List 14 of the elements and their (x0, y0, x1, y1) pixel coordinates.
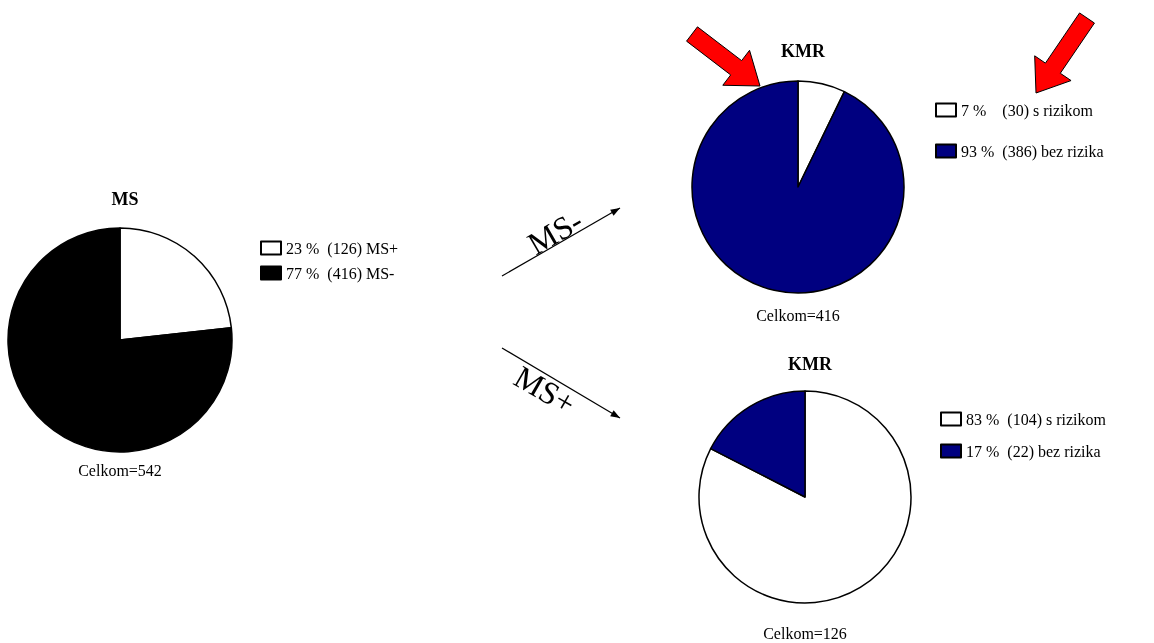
chart-title: KMR (788, 354, 833, 374)
legend-label: 93 % (386) bez rizika (961, 142, 1104, 161)
chart-title: MS (111, 189, 139, 209)
chart-title: KMR (781, 41, 826, 61)
text: Celkom=416 (756, 306, 840, 324)
text: MS+ (508, 358, 582, 422)
legend-label: 83 % (104) s rizikom (966, 410, 1107, 429)
legend-label: 17 % (22) bez rizika (966, 442, 1101, 461)
text: Celkom=126 (763, 624, 847, 642)
legend-label: 23 % (126) MS+ (286, 239, 399, 258)
text: Celkom=542 (78, 461, 162, 479)
legend-label: 77 % (416) MS- (286, 264, 395, 283)
text: MS- (521, 202, 589, 262)
legend-label: 7 % (30) s rizikom (961, 101, 1094, 120)
